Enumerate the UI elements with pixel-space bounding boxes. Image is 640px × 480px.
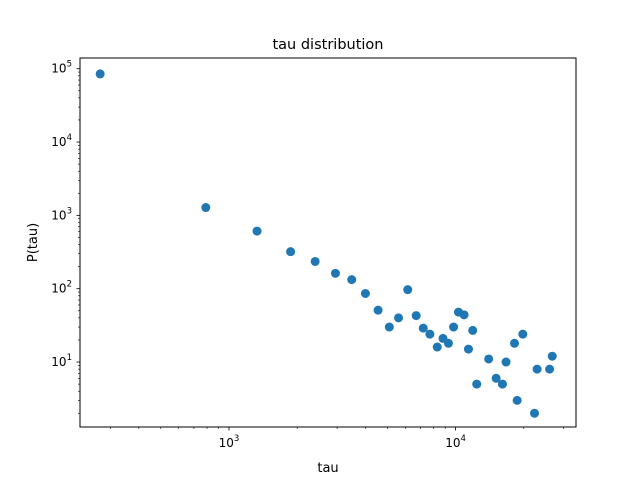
- x-tick-label-0: 103: [219, 434, 240, 450]
- data-point-10: [394, 313, 404, 323]
- x-tick-label-1: 104: [445, 434, 466, 450]
- data-point-18: [449, 322, 459, 332]
- data-point-13: [418, 323, 428, 333]
- y-axis-label: P(tau): [26, 223, 41, 262]
- data-point-17: [443, 338, 453, 348]
- data-point-22: [468, 325, 478, 335]
- data-point-1: [201, 203, 211, 213]
- data-point-32: [532, 364, 542, 374]
- data-point-12: [411, 311, 421, 321]
- scatter-points: [95, 69, 557, 418]
- data-point-9: [384, 322, 394, 332]
- y-tick-label-0: 101: [51, 353, 72, 369]
- data-point-25: [491, 373, 501, 383]
- x-axis-label: tau: [317, 461, 338, 476]
- data-point-20: [459, 310, 469, 320]
- y-tick-label-1: 102: [51, 280, 72, 296]
- data-point-6: [347, 275, 357, 285]
- data-point-7: [360, 289, 370, 298]
- y-tick-label-4: 105: [51, 60, 72, 76]
- data-point-11: [403, 285, 413, 295]
- data-point-0: [95, 69, 105, 79]
- data-point-3: [286, 247, 296, 257]
- data-point-21: [463, 344, 473, 354]
- axis-ticks: 103 104 101 102 103 104 105: [51, 60, 564, 450]
- plot-frame: [79, 57, 577, 428]
- data-point-14: [425, 329, 435, 339]
- data-point-27: [501, 357, 511, 367]
- data-point-15: [432, 342, 442, 352]
- data-point-2: [252, 226, 262, 236]
- data-point-24: [484, 354, 494, 364]
- data-point-31: [530, 408, 539, 418]
- data-point-4: [310, 256, 320, 266]
- data-point-28: [510, 338, 519, 348]
- y-tick-label-2: 103: [51, 206, 72, 222]
- y-tick-label-3: 104: [51, 133, 72, 149]
- data-point-26: [497, 379, 507, 389]
- data-point-23: [472, 379, 482, 389]
- data-point-29: [512, 395, 522, 405]
- data-point-8: [373, 305, 383, 315]
- data-point-30: [518, 329, 528, 339]
- data-point-33: [545, 364, 555, 374]
- data-point-5: [330, 268, 340, 278]
- chart-title: tau distribution: [272, 37, 383, 53]
- data-point-34: [547, 351, 557, 361]
